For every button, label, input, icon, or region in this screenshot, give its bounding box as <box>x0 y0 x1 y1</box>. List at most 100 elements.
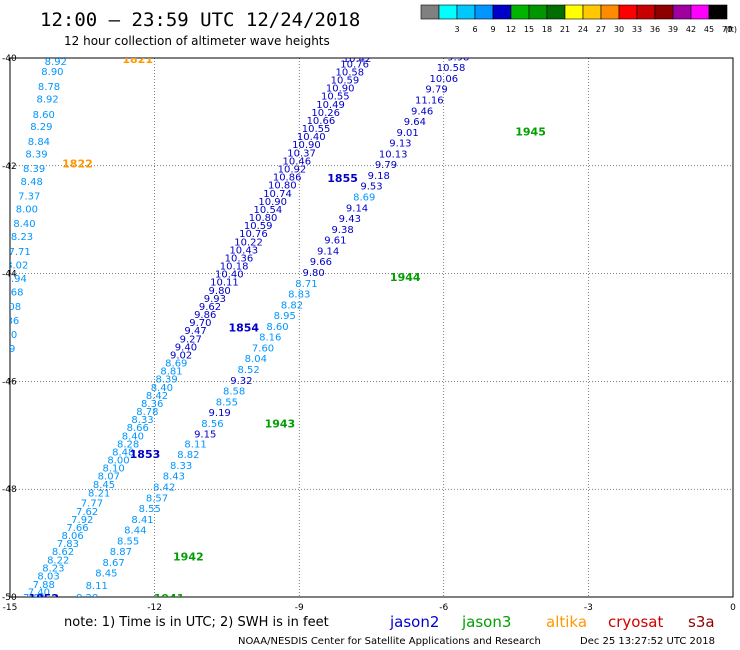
color-bin <box>654 4 674 20</box>
x-tick-label: -6 <box>439 603 448 613</box>
wave-height-label: 7.62 <box>76 507 98 518</box>
wave-height-label: 7.80 <box>0 330 17 341</box>
color-bin <box>636 4 656 20</box>
pass-time-label: 1942 <box>173 551 204 564</box>
wave-height-label: 11.16 <box>415 96 444 107</box>
wave-height-label: 10.90 <box>258 197 287 208</box>
x-tick-label: -12 <box>147 603 162 613</box>
color-scale-legend: 3 6 9 12 15 18 21 24 27 30 33 36 39 42 45 70(ft) <box>420 4 737 34</box>
wave-height-label: 10.76 <box>239 229 268 240</box>
wave-height-label: 7.92 <box>71 515 93 526</box>
color-bin-label: 30 <box>614 25 624 34</box>
wave-height-label: 8.40 <box>13 219 35 230</box>
wave-height-label: 10.59 <box>244 221 273 232</box>
wave-height-label: 10.80 <box>268 181 297 192</box>
color-bin <box>672 4 692 20</box>
legend-cryosat: cryosat <box>608 613 663 631</box>
wave-height-label: 8.16 <box>259 333 281 344</box>
wave-height-label: 9.66 <box>310 257 332 268</box>
wave-height-label: 8.52 <box>237 365 259 376</box>
wave-height-label: 8.48 <box>21 177 43 188</box>
wave-height-label: 9.02 <box>170 350 192 361</box>
wave-height-label: 10.92 <box>278 164 307 175</box>
wave-height-label: 7.60 <box>23 593 45 604</box>
color-bin <box>600 4 620 20</box>
wave-height-label: 9.79 <box>425 85 447 96</box>
wave-height-label: 8.90 <box>41 67 63 78</box>
x-tick-label: -3 <box>584 603 593 613</box>
wave-height-label: 10.37 <box>287 148 316 159</box>
color-bin <box>618 4 638 20</box>
wave-height-label: 8.06 <box>62 531 84 542</box>
wave-height-label: 8.92 <box>36 94 58 105</box>
wave-height-label: 7.68 <box>1 287 23 298</box>
wave-height-label: 8.44 <box>124 526 146 537</box>
wave-height-label: 10.36 <box>225 253 254 264</box>
wave-height-label: 8.39 <box>23 164 45 175</box>
plot-area: -15 -12 -9 -6 -3 0-40-42-44-46-48-508.928.908… <box>0 54 736 613</box>
wave-height-label: 8.21 <box>88 488 110 499</box>
wave-height-label: 8.95 <box>274 311 296 322</box>
wave-height-label: 10.86 <box>273 173 302 184</box>
source-credit: NOAA/NESDIS Center for Satellite Applica… <box>238 636 541 647</box>
wave-height-label: 8.42 <box>146 391 168 402</box>
wave-height-label: 8.55 <box>139 504 161 515</box>
footnote: note: 1) Time is in UTC; 2) SWH is in fe… <box>64 615 329 630</box>
wave-height-label: 7.60 <box>252 343 274 354</box>
wave-height-label: 8.45 <box>93 480 115 491</box>
wave-height-label: 8.87 <box>110 547 132 558</box>
wave-height-label: 8.40 <box>122 431 144 442</box>
x-tick-label: -15 <box>3 603 18 613</box>
wave-height-label: 10.06 <box>429 74 458 85</box>
color-bin-label: 15 <box>524 25 534 34</box>
wave-height-label: 8.00 <box>16 204 38 215</box>
x-tick-label: -9 <box>295 603 304 613</box>
wave-height-label: 8.41 <box>131 515 153 526</box>
y-tick-label: -46 <box>2 377 17 387</box>
wave-height-label: 8.40 <box>151 383 173 394</box>
color-bin-label: 24 <box>578 25 588 34</box>
wave-height-label: 10.18 <box>220 262 249 273</box>
wave-height-label: 8.82 <box>281 300 303 311</box>
pass-time-label: 1945 <box>515 125 546 138</box>
wave-height-label: 10.58 <box>335 67 364 78</box>
wave-height-label: 10.76 <box>340 59 369 70</box>
y-tick-label: -50 <box>2 593 17 603</box>
color-bin <box>456 4 476 20</box>
wave-height-label: 9.15 <box>194 430 216 441</box>
wave-height-label: 8.11 <box>184 439 206 450</box>
y-tick-label: -48 <box>2 485 17 495</box>
pass-time-label: 1853 <box>130 448 161 461</box>
wave-height-label: 8.66 <box>127 423 149 434</box>
generated-timestamp: Dec 25 13:27:52 UTC 2018 <box>580 636 715 647</box>
color-bin <box>528 4 548 20</box>
pass-time-label: 1852 <box>28 592 59 605</box>
wave-height-label: 8.33 <box>131 415 153 426</box>
wave-height-label: 9.86 <box>194 310 216 321</box>
wave-height-label: 8.60 <box>33 110 55 121</box>
wave-height-label: 9.18 <box>368 171 390 182</box>
wave-height-label: 9.13 <box>389 139 411 150</box>
plot-frame <box>9 57 734 598</box>
wave-height-label: 9.47 <box>184 326 206 337</box>
color-bin <box>708 4 728 20</box>
wave-height-label: 9.19 <box>209 408 231 419</box>
wave-height-label: 7.37 <box>18 191 40 202</box>
wave-height-label: 10.11 <box>210 278 239 289</box>
wave-height-label: 8.02 <box>6 260 28 271</box>
wave-height-label: 9.53 <box>360 182 382 193</box>
wave-height-label: 10.80 <box>249 213 278 224</box>
color-bin <box>690 4 710 20</box>
wave-height-label: 7.40 <box>28 588 50 599</box>
wave-height-label: 7.77 <box>81 499 103 510</box>
pass-time-label: 1941 <box>154 592 185 605</box>
color-bin <box>564 4 584 20</box>
track-marks: 8.928.908.788.928.608.298.848.398.398.48… <box>0 58 546 605</box>
wave-height-label: 10.46 <box>282 156 311 167</box>
wave-height-label: 8.69 <box>165 359 187 370</box>
wave-height-label: 8.71 <box>295 279 317 290</box>
wave-height-label: 9.80 <box>209 286 231 297</box>
wave-height-label: 9.80 <box>303 268 325 279</box>
wave-height-label: 8.78 <box>38 82 60 93</box>
